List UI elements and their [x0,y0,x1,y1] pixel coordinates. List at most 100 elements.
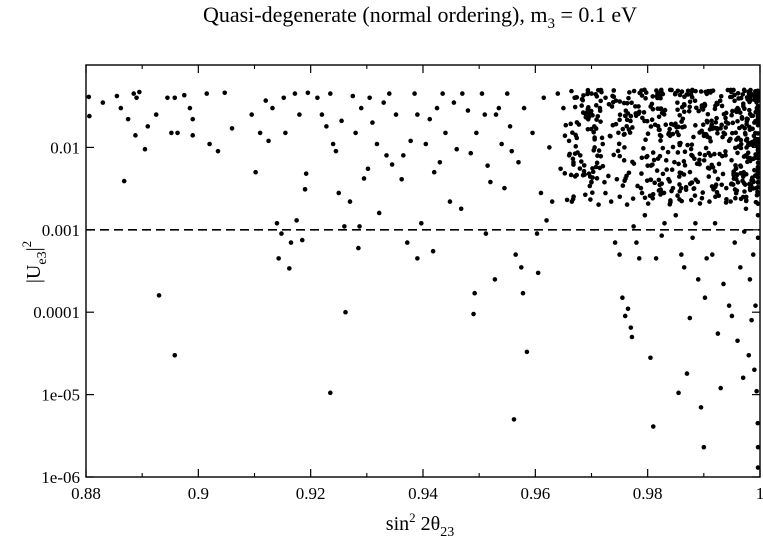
data-point [412,91,417,96]
data-point [708,138,713,144]
data-point [687,104,693,110]
data-point [658,95,663,101]
data-point [451,100,457,105]
data-point [496,105,502,111]
data-point [606,101,612,107]
data-point [616,141,622,147]
data-point [488,179,493,185]
data-point [642,87,647,93]
data-point [748,182,754,188]
data-point [222,90,228,96]
data-point [423,141,429,147]
data-point [458,206,464,212]
data-point [319,112,325,117]
data-point [499,141,504,147]
data-point [613,98,619,103]
data-point [626,127,632,132]
data-point [672,159,677,165]
data-point [172,352,178,358]
data-point [567,151,573,157]
data-point [669,188,674,194]
data-point [628,118,633,124]
data-point [297,112,302,117]
data-point [617,153,623,159]
data-point [624,202,630,207]
data-point [639,171,644,176]
data-point [729,157,734,163]
data-point [482,112,488,117]
data-point [755,185,760,190]
data-point [544,218,549,223]
data-point [693,105,699,111]
data-point [740,375,746,381]
data-point [249,112,254,117]
data-point [561,105,566,111]
data-point [732,98,737,104]
data-point [654,168,660,173]
data-point [676,390,681,396]
data-point [568,172,574,178]
data-point [692,98,698,104]
data-point [292,91,298,96]
data-point [86,94,92,100]
data-point [590,169,596,175]
data-point [636,104,641,109]
data-point [287,266,292,271]
data-point [621,158,627,163]
data-point [747,95,753,100]
data-point [302,187,308,192]
data-point [415,112,420,117]
data-point [709,118,714,124]
data-point [696,108,701,114]
data-point [642,212,648,218]
data-point [615,148,621,154]
data-point [569,88,574,94]
data-point [687,181,693,187]
data-point [713,120,719,125]
data-point [626,170,632,176]
data-point [743,132,748,137]
data-point [190,116,196,122]
data-point [686,108,692,114]
data-point [617,117,622,123]
data-point [611,88,617,93]
data-point [630,159,635,165]
data-point [621,132,627,137]
data-point [738,171,744,176]
data-point [663,122,669,127]
data-point [579,103,584,108]
data-point [636,256,642,261]
data-point [639,190,645,196]
data-point [493,112,499,117]
data-point [534,231,540,236]
data-point [648,124,654,129]
data-point [347,199,353,204]
y-tick-label: 0.01 [50,138,80,157]
data-point [381,100,386,105]
data-point [736,96,741,101]
data-point [573,144,579,149]
data-point [731,169,736,174]
data-point [350,93,356,99]
data-point [440,91,445,96]
y-tick-label: 0.0001 [33,303,80,322]
data-point [684,371,690,376]
data-point [709,162,715,168]
data-point [719,103,725,109]
data-point [720,171,726,177]
x-axis-label: sin2 2θ23 [386,510,454,540]
data-point [673,212,679,218]
data-point [692,193,698,198]
data-point [502,185,507,191]
data-point [747,187,753,193]
data-point [634,240,639,245]
data-point [622,178,627,184]
data-point [709,252,715,257]
data-point [600,141,606,147]
data-point [645,201,651,206]
data-point [707,199,712,204]
data-point [253,169,258,175]
data-point [100,100,106,105]
data-point [333,148,339,154]
